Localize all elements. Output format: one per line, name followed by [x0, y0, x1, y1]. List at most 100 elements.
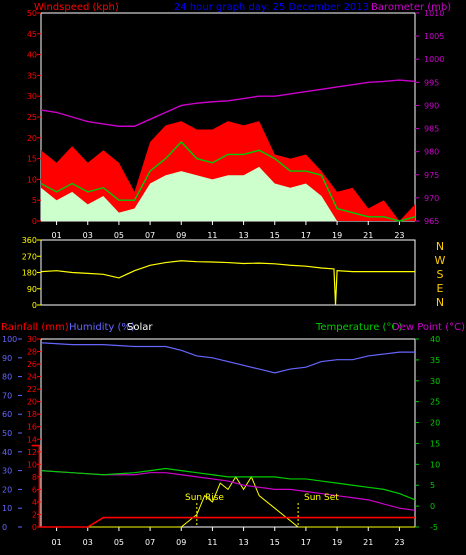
baro-right-tick-label: 975: [424, 171, 439, 180]
temperature-tick-label: 30: [430, 377, 440, 386]
rain-tick-label: 4: [32, 498, 37, 507]
baro-right-tick-label: 990: [424, 101, 439, 110]
humidity-tick-label: 50: [2, 429, 12, 438]
humidity-tick-label: 30: [2, 467, 12, 476]
baro-right-tick-label: 980: [424, 148, 439, 157]
weather-x-tick-label: 15: [270, 538, 280, 547]
temperature-tick-label: 20: [430, 419, 440, 428]
wind-x-tick-label: 09: [176, 231, 186, 240]
wind-chart: 0510152025303540455096597097598098599099…: [27, 9, 445, 240]
wind-left-tick-label: 15: [27, 155, 37, 164]
rain-tick-label: 8: [32, 473, 37, 482]
solar-series: [41, 475, 415, 528]
weather-plot-frame: [40, 338, 416, 528]
rain-tick-label: 28: [27, 348, 37, 357]
wind-x-tick-label: 11: [207, 231, 217, 240]
wind-left-tick-label: 35: [27, 71, 37, 80]
temperature-axis-title: Temperature (°C): [315, 322, 402, 333]
wind-left-tick-label: 40: [27, 51, 37, 60]
humidity-tick-label: 10: [2, 504, 12, 513]
compass-label: E: [437, 282, 444, 295]
temperature-tick-label: 35: [430, 356, 440, 365]
wind-left-tick-label: 5: [32, 196, 37, 205]
humidity-tick-label: 0: [2, 523, 7, 532]
low-series: [41, 166, 415, 221]
humidity-tick-label: 90: [2, 354, 12, 363]
direction-tick-label: 0: [32, 301, 37, 310]
humidity-tick-label: 20: [2, 485, 12, 494]
humidity-tick-label: 70: [2, 391, 12, 400]
humidity-tick-label: 80: [2, 373, 12, 382]
wind-x-tick-label: 19: [332, 231, 342, 240]
wind-left-tick-label: 0: [32, 217, 37, 226]
weather-x-tick-label: 05: [114, 538, 124, 547]
baro-right-tick-label: 995: [424, 78, 439, 87]
rain-tick-label: 30: [27, 335, 37, 344]
dewpoint-series: [40, 470, 416, 511]
rain-tick-label: 18: [27, 410, 37, 419]
rainfall-axis-title: Rainfall (mm): [1, 322, 69, 333]
wind-left-tick-label: 20: [27, 134, 37, 143]
wind-x-tick-label: 05: [114, 231, 124, 240]
direction-tick-label: 180: [22, 269, 37, 278]
wind-left-tick-label: 45: [27, 30, 37, 39]
temperature-tick-label: 40: [430, 335, 440, 344]
weather-x-tick-label: 09: [176, 538, 186, 547]
windspeed-axis-title: Windspeed (kph): [34, 2, 119, 13]
wind-x-tick-label: 15: [270, 231, 280, 240]
sunset-annotation: Sun Set: [304, 493, 339, 503]
wind-left-tick-label: 10: [27, 175, 37, 184]
wind-left-tick-label: 50: [27, 9, 37, 18]
weather-x-tick-label: 01: [51, 538, 61, 547]
rainfall-series: [31, 444, 415, 528]
baro-right-tick-label: 1010: [424, 9, 444, 18]
wind-left-tick-label: 25: [27, 113, 37, 122]
barometer-series: [40, 79, 416, 127]
rain-tick-label: 6: [32, 485, 37, 494]
graph-title: 24 hour graph day: 25 December 2013: [174, 2, 369, 13]
rain-tick-label: 2: [32, 510, 37, 519]
wind-x-tick-label: 13: [238, 231, 248, 240]
rain-tick-label: 22: [27, 385, 37, 394]
humidity-tick-label: 60: [2, 410, 12, 419]
temperature-tick-label: 0: [430, 502, 435, 511]
temperature-tick-label: 15: [430, 439, 440, 448]
dewpoint-axis-title: Dew Point (°C): [392, 322, 465, 333]
rain-tick-label: 20: [27, 398, 37, 407]
temperature-tick-label: 10: [430, 460, 440, 469]
humidity-axis-title: Humidity (%): [69, 322, 135, 333]
rain-tick-label: 14: [27, 435, 37, 444]
wind-x-tick-label: 01: [51, 231, 61, 240]
rain-tick-label: 24: [27, 373, 37, 382]
baro-right-tick-label: 1005: [424, 32, 444, 41]
humidity-tick-label: 40: [2, 448, 12, 457]
weather-x-tick-label: 03: [83, 538, 93, 547]
wind-x-tick-label: 21: [363, 231, 373, 240]
weather-x-tick-label: 17: [301, 538, 311, 547]
wind-left-tick-label: 30: [27, 92, 37, 101]
weather-x-tick-label: 13: [238, 538, 248, 547]
compass-label: W: [435, 254, 446, 267]
baro-right-tick-label: 985: [424, 125, 439, 134]
baro-right-tick-label: 1000: [424, 55, 444, 64]
direction-series: [40, 260, 415, 306]
rain-tick-label: 0: [32, 523, 37, 532]
weather-x-tick-label: 21: [363, 538, 373, 547]
direction-tick-label: 360: [22, 236, 37, 245]
humidity-series: [40, 342, 415, 374]
compass-label: N: [436, 296, 444, 309]
temperature-tick-label: 5: [430, 481, 435, 490]
rain-tick-label: 10: [27, 460, 37, 469]
solar-axis-title: Solar: [127, 322, 153, 333]
compass-label: S: [437, 268, 444, 281]
wind-x-tick-label: 17: [301, 231, 311, 240]
wind-x-tick-label: 23: [394, 231, 404, 240]
rain-tick-label: 26: [27, 360, 37, 369]
temperature-tick-label: -5: [430, 523, 438, 532]
baro-right-tick-label: 965: [424, 217, 439, 226]
weather-x-tick-label: 07: [145, 538, 155, 547]
direction-tick-label: 90: [27, 285, 37, 294]
temperature-series: [40, 467, 416, 501]
